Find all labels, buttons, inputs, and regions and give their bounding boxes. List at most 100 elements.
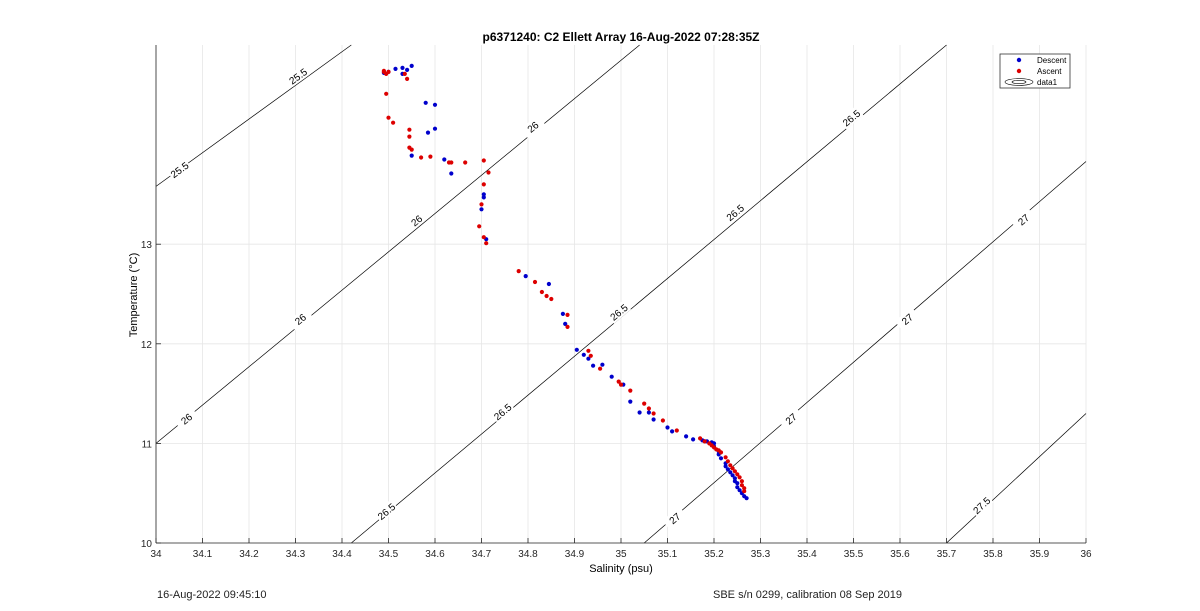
- ascent-point: [407, 127, 412, 132]
- ascent-point: [449, 160, 454, 165]
- legend-descent-marker: [1016, 57, 1022, 63]
- descent-point: [728, 470, 733, 475]
- ascent-point: [737, 475, 742, 480]
- y-axis-label: Temperature (°C): [128, 253, 140, 337]
- ascent-point: [409, 147, 414, 152]
- x-tick-label: 34.2: [239, 549, 259, 560]
- legend-ascent-label: Ascent: [1037, 67, 1062, 76]
- ascent-point: [532, 279, 538, 285]
- contour-label-bg: [404, 208, 429, 232]
- grid: [155, 45, 1087, 544]
- contour-label-bg: [894, 307, 920, 331]
- contour-label-bg: [778, 406, 803, 431]
- descent-point: [735, 485, 740, 490]
- descent-point: [574, 347, 579, 352]
- descent-point: [423, 100, 428, 105]
- ascent-point: [486, 170, 491, 175]
- descent-point: [481, 195, 486, 200]
- ascent-point: [539, 289, 545, 295]
- descent-point: [718, 456, 724, 461]
- ascent-point: [742, 489, 747, 494]
- ascent-point: [723, 455, 728, 460]
- isopycnal-27.5: [946, 413, 1087, 544]
- descent-point: [628, 399, 633, 404]
- descent-point: [409, 63, 414, 68]
- contour-label-bg: [166, 158, 192, 181]
- x-tick-label: 34.4: [332, 549, 352, 560]
- descent-point: [481, 192, 486, 197]
- contour-label-bg: [490, 399, 515, 424]
- isopycnal-25.5: [155, 44, 352, 187]
- descent-point: [744, 496, 749, 501]
- legend-ascent-marker: [1016, 68, 1022, 74]
- descent-point: [691, 437, 696, 442]
- ascent-point: [674, 428, 679, 433]
- ascent-point: [586, 348, 591, 353]
- descent-point: [425, 130, 431, 135]
- ascent-point: [725, 459, 731, 464]
- x-tick-label: 34: [150, 549, 162, 560]
- descent-point: [409, 153, 414, 158]
- footer-timestamp: 16-Aug-2022 09:45:10: [157, 589, 267, 601]
- ascent-point: [598, 366, 603, 371]
- descent-point: [609, 374, 614, 379]
- descent-point: [665, 425, 670, 430]
- descent-point: [400, 65, 405, 70]
- isopycnal-26: [155, 44, 640, 444]
- ascent-point: [549, 296, 554, 302]
- descent-point: [563, 321, 568, 326]
- legend-contour-label: data1: [1037, 78, 1058, 87]
- ascent-point: [386, 69, 391, 74]
- y-tick-label: 13: [141, 240, 153, 251]
- density-contours: 25.525.52626262626.526.526.526.526.52727…: [155, 44, 1087, 544]
- contour-label: 27.5: [972, 495, 994, 517]
- descent-point: [442, 157, 447, 162]
- ascent-point: [588, 353, 593, 358]
- ascent-point: [428, 154, 433, 159]
- ascent-point: [651, 411, 656, 416]
- ascent-point: [739, 483, 745, 488]
- descent-point: [586, 356, 591, 361]
- x-tick-label: 35.5: [844, 549, 864, 560]
- isopycnal-27: [643, 161, 1087, 544]
- x-tick-label: 34.5: [379, 549, 399, 560]
- x-tick-label: 35.2: [704, 549, 724, 560]
- ascent-point: [646, 406, 652, 411]
- ascent-point: [616, 379, 621, 384]
- ascent-point: [544, 293, 549, 299]
- ascent-point: [702, 439, 707, 444]
- x-tick-label: 34.8: [518, 549, 538, 560]
- ascent-point: [479, 202, 484, 207]
- descent-point: [732, 476, 738, 481]
- descent-point: [723, 464, 728, 469]
- x-tick-label: 35.7: [937, 549, 957, 560]
- ascent-point: [477, 224, 482, 229]
- contour-label-bg: [838, 106, 864, 130]
- ascent-point: [386, 115, 391, 120]
- chart-title: p6371240: C2 Ellett Array 16-Aug-2022 07…: [482, 30, 759, 44]
- descent-point: [737, 488, 742, 493]
- descent-point: [432, 126, 438, 131]
- x-tick-label: 34.6: [425, 549, 445, 560]
- ascent-point: [698, 436, 703, 441]
- x-tick-label: 35.1: [658, 549, 678, 560]
- descent-point: [730, 473, 735, 478]
- x-tick-label: 35.9: [1030, 549, 1050, 560]
- descent-point: [432, 102, 438, 107]
- ascent-point: [463, 160, 468, 165]
- descent-point: [637, 410, 642, 415]
- legend-contour-icon-inner: [1011, 80, 1027, 85]
- x-tick-label: 34.3: [286, 549, 306, 560]
- ascent-point: [565, 312, 570, 317]
- descent-point: [546, 281, 552, 287]
- ascent-point: [419, 155, 424, 160]
- ascent-point: [384, 91, 389, 96]
- contour-label-bg: [606, 300, 631, 324]
- y-tick-label: 10: [141, 539, 153, 550]
- contour-label-bg: [969, 493, 994, 518]
- ascent-point: [565, 324, 570, 329]
- descent-point: [479, 207, 484, 212]
- ascent-point: [481, 158, 486, 163]
- ascent-point: [642, 401, 647, 406]
